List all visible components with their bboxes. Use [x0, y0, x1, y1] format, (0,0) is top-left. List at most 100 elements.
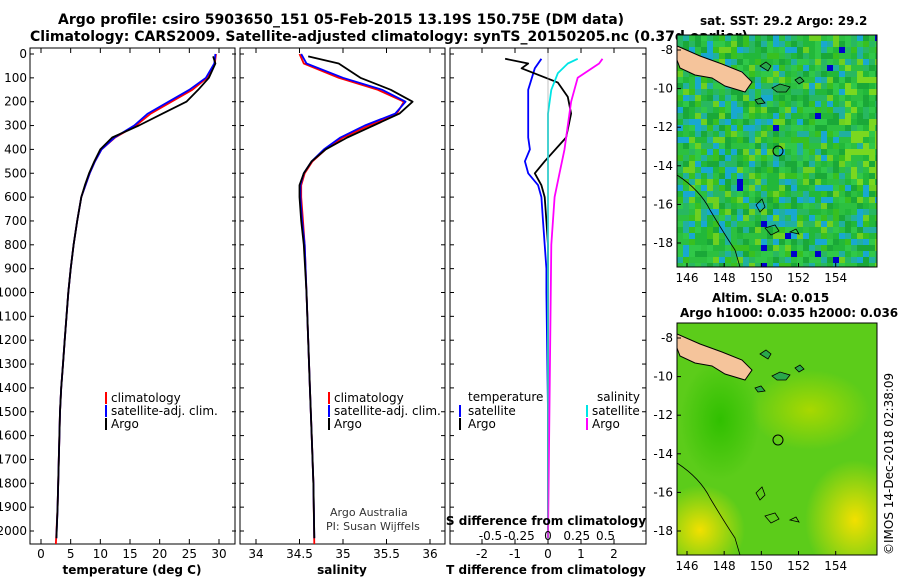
sst-pixel [821, 263, 827, 267]
sst-pixel [869, 89, 875, 95]
sst-pixel [857, 53, 863, 59]
sst-pixel [773, 239, 779, 245]
sst-pixel [851, 197, 857, 203]
sst-pixel [755, 203, 761, 209]
sst-pixel [869, 173, 875, 179]
sst-pixel [731, 209, 737, 215]
sst-pixel [851, 245, 857, 251]
sst-pixel [863, 167, 869, 173]
sst-pixel [863, 239, 869, 245]
sst-pixel [677, 95, 683, 101]
sst-pixel [803, 65, 809, 71]
sst-pixel [785, 89, 791, 95]
sst-pixel [863, 47, 869, 53]
sst-pixel [851, 101, 857, 107]
sst-pixel [869, 209, 875, 215]
sst-pixel [809, 125, 815, 131]
sst-pixel [713, 83, 719, 89]
sst-pixel [737, 161, 743, 167]
sst-pixel [833, 101, 839, 107]
sst-pixel [827, 65, 833, 71]
sst-pixel [719, 155, 725, 161]
sst-pixel [773, 107, 779, 113]
sst-pixel [719, 257, 725, 263]
sst-pixel [749, 227, 755, 233]
x-tick-label: 2 [610, 547, 618, 561]
s-difference-label: S difference from climatology [446, 514, 646, 528]
sst-pixel [785, 47, 791, 53]
sst-pixel [827, 251, 833, 257]
sst-pixel [833, 65, 839, 71]
sst-pixel [725, 179, 731, 185]
sst-pixel [875, 89, 877, 95]
sst-pixel [815, 251, 821, 257]
sst-pixel [869, 119, 875, 125]
sst-pixel [695, 83, 701, 89]
sst-pixel [695, 131, 701, 137]
sst-pixel [833, 227, 839, 233]
sst-pixel [689, 203, 695, 209]
sst-pixel [701, 137, 707, 143]
sst-pixel [773, 101, 779, 107]
sst-pixel [725, 95, 731, 101]
x-tick-label: -2 [476, 547, 488, 561]
sst-pixel [677, 143, 683, 149]
legend-swatch-climatology [105, 392, 107, 404]
sst-pixel [863, 221, 869, 227]
sst-pixel [713, 251, 719, 257]
salinity-panel-frame [239, 47, 446, 545]
sst-pixel [719, 179, 725, 185]
sst-pixel [869, 179, 875, 185]
sst-pixel [785, 65, 791, 71]
sst-pixel [785, 53, 791, 59]
sst-pixel [779, 131, 785, 137]
sst-pixel [851, 239, 857, 245]
sst-pixel [803, 251, 809, 257]
sst-pixel [701, 239, 707, 245]
sst-pixel [767, 125, 773, 131]
sst-pixel [713, 149, 719, 155]
sst-pixel [875, 239, 877, 245]
sst-pixel [701, 119, 707, 125]
sst-pixel [737, 149, 743, 155]
sst-pixel [767, 137, 773, 143]
sst-pixel [869, 251, 875, 257]
sst-pixel [725, 137, 731, 143]
sst-pixel [875, 227, 877, 233]
sst-pixel [869, 125, 875, 131]
sst-pixel [773, 257, 779, 263]
sst-pixel [707, 125, 713, 131]
sst-pixel [683, 107, 689, 113]
sst-pixel [797, 185, 803, 191]
sst-pixel [773, 71, 779, 77]
sst-pixel [779, 59, 785, 65]
sst-pixel [839, 47, 845, 53]
sst-pixel [695, 167, 701, 173]
sst-pixel [683, 173, 689, 179]
sst-pixel [725, 239, 731, 245]
sst-pixel [737, 227, 743, 233]
sst-pixel [863, 179, 869, 185]
sst-pixel [773, 89, 779, 95]
sst-pixel [773, 209, 779, 215]
sst-pixel [695, 245, 701, 251]
sst-pixel [707, 215, 713, 221]
sst-pixel [839, 233, 845, 239]
sst-pixel [857, 203, 863, 209]
sst-pixel [821, 77, 827, 83]
sst-pixel [833, 245, 839, 251]
sst-pixel [863, 137, 869, 143]
sst-pixel [701, 89, 707, 95]
sst-pixel [857, 59, 863, 65]
sst-pixel [719, 59, 725, 65]
sst-pixel [779, 149, 785, 155]
legend-label: Argo [468, 417, 496, 431]
sst-pixel [845, 149, 851, 155]
sst-pixel [707, 149, 713, 155]
sst-pixel [767, 167, 773, 173]
sst-pixel [863, 197, 869, 203]
sst-pixel [743, 113, 749, 119]
sst-pixel [731, 59, 737, 65]
sst-pixel [839, 77, 845, 83]
sst-pixel [689, 191, 695, 197]
